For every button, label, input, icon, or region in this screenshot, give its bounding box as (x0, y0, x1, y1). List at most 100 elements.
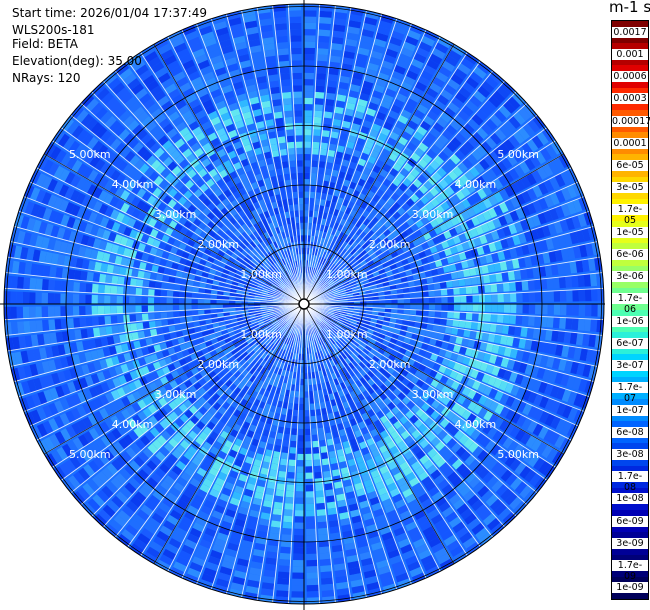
range-gate-cell (478, 467, 490, 480)
range-gate-cell (251, 465, 261, 473)
range-gate-cell (68, 330, 76, 342)
range-gate-cell (348, 377, 356, 385)
range-gate-cell (510, 411, 522, 424)
range-gate-cell (249, 314, 256, 319)
range-gate-cell (25, 395, 36, 410)
range-gate-cell (439, 418, 450, 429)
range-gate-cell (485, 363, 495, 374)
range-gate-cell (244, 527, 256, 537)
range-gate-cell (197, 299, 205, 304)
range-gate-cell (117, 276, 125, 286)
range-gate-cell (215, 359, 224, 367)
range-gate-cell (147, 363, 156, 373)
range-gate-cell (148, 313, 155, 321)
range-gate-cell (67, 440, 79, 454)
range-gate-cell (57, 254, 66, 266)
range-gate-cell (129, 287, 136, 296)
range-gate-cell (151, 512, 165, 525)
range-gate-cell (355, 364, 363, 372)
range-gate-cell (268, 475, 277, 483)
range-gate-cell (296, 378, 301, 386)
range-gate-cell (367, 408, 376, 417)
range-gate-cell (225, 352, 234, 360)
range-gate-cell (32, 348, 42, 362)
range-gate-cell (467, 494, 480, 507)
range-gate-cell (297, 460, 304, 467)
range-gate-cell (238, 348, 246, 356)
range-gate-cell (30, 203, 41, 218)
range-gate-cell (267, 333, 274, 340)
range-gate-cell (416, 304, 423, 310)
range-gate-cell (497, 433, 509, 446)
range-gate-cell (276, 315, 283, 320)
range-gate-cell (388, 392, 397, 401)
range-gate-cell (221, 329, 229, 336)
range-gate-cell (225, 379, 233, 388)
range-gate-cell (470, 321, 478, 330)
range-gate-cell (317, 331, 321, 339)
range-gate-cell (560, 304, 567, 316)
range-gate-cell (29, 320, 37, 333)
range-gate-cell (137, 242, 146, 252)
range-gate-cell (567, 423, 579, 438)
range-gate-cell (306, 597, 320, 604)
range-gate-cell (72, 437, 84, 451)
range-gate-cell (293, 97, 303, 105)
range-gate-cell (137, 270, 145, 279)
range-gate-cell (243, 344, 251, 352)
range-gate-cell (249, 287, 257, 292)
range-gate-cell (328, 67, 339, 76)
range-gate-cell (431, 452, 442, 464)
range-gate-cell (149, 247, 158, 256)
range-gate-cell (105, 392, 115, 404)
range-gate-cell (351, 444, 360, 453)
range-gate-cell (363, 381, 371, 390)
range-gate-cell (367, 328, 374, 334)
range-gate-cell (290, 390, 295, 398)
range-gate-cell (60, 428, 72, 442)
range-gate-cell (402, 319, 409, 326)
range-gate-cell (422, 310, 429, 316)
range-gate-cell (293, 372, 297, 379)
range-gate-cell (283, 509, 294, 517)
range-gate-cell (161, 319, 169, 327)
range-gate-cell (522, 403, 533, 416)
range-gate-cell (245, 585, 259, 595)
range-gate-cell (467, 339, 476, 348)
range-gate-cell (387, 342, 396, 349)
range-gate-cell (541, 444, 553, 459)
range-gate-cell (382, 339, 390, 346)
range-gate-cell (123, 286, 130, 295)
range-gate-cell (219, 566, 233, 576)
range-gate-cell (205, 284, 213, 290)
range-gate-cell (447, 454, 459, 466)
range-gate-cell (27, 379, 37, 393)
range-gate-cell (83, 431, 95, 444)
range-gate-cell (374, 363, 382, 371)
range-gate-cell (202, 478, 214, 488)
range-gate-cell (219, 325, 227, 331)
range-gate-cell (314, 396, 320, 404)
range-gate-cell (114, 255, 123, 265)
range-gate-cell (193, 494, 205, 505)
range-gate-cell (549, 385, 560, 398)
range-gate-cell (366, 307, 373, 311)
range-gate-cell (289, 160, 296, 168)
range-gate-cell (390, 313, 398, 318)
range-gate-cell (312, 447, 320, 454)
range-gate-cell (99, 421, 111, 434)
range-gate-cell (275, 406, 282, 414)
range-gate-cell (30, 409, 42, 424)
range-gate-cell (292, 566, 304, 573)
range-gate-cell (79, 306, 86, 316)
range-gate-cell (411, 333, 419, 340)
range-gate-cell (225, 548, 238, 558)
range-gate-cell (221, 520, 233, 530)
range-gate-cell (452, 319, 460, 327)
range-gate-cell (154, 297, 161, 304)
range-gate-cell (20, 350, 29, 364)
range-gate-cell (264, 423, 272, 431)
range-gate-cell (345, 452, 355, 461)
range-gate-cell (497, 367, 507, 379)
range-gate-cell (335, 397, 343, 405)
